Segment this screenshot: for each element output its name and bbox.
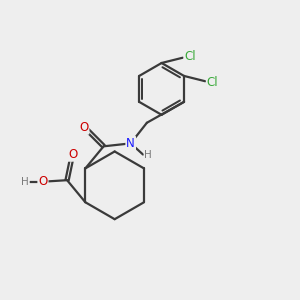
Text: Cl: Cl	[207, 76, 218, 89]
Text: N: N	[126, 137, 135, 150]
Text: O: O	[79, 121, 88, 134]
Text: O: O	[38, 175, 48, 188]
Text: H: H	[21, 177, 29, 187]
Text: H: H	[145, 150, 152, 160]
Text: Cl: Cl	[184, 50, 196, 63]
Text: O: O	[68, 148, 78, 161]
